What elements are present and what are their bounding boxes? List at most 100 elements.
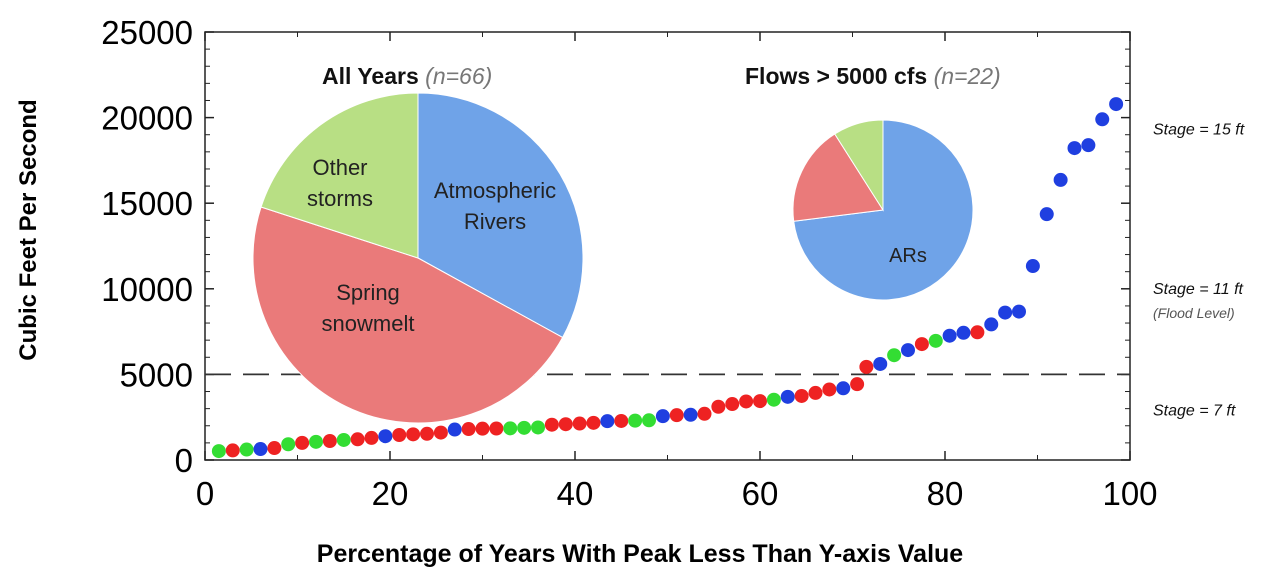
- pie-title-text: All Years: [322, 63, 425, 89]
- pie-slice-label: Atmospheric: [434, 178, 556, 203]
- data-point-ar: [1095, 112, 1110, 127]
- data-point-snow: [739, 394, 754, 409]
- data-point-other: [766, 392, 781, 407]
- data-point-snow: [295, 435, 310, 450]
- data-point-ar: [1053, 172, 1068, 187]
- pie-slice-label: Other: [312, 155, 367, 180]
- y-axis-label: Cubic Feet Per Second: [15, 99, 42, 360]
- stage-label: Stage = 7 ft: [1153, 402, 1236, 419]
- pie-slice-label: Spring: [336, 280, 400, 305]
- data-point-ar: [984, 317, 999, 332]
- data-point-snow: [572, 416, 587, 431]
- data-point-snow: [753, 394, 767, 409]
- data-point-snow: [420, 426, 434, 441]
- data-point-snow: [822, 382, 837, 397]
- data-point-snow: [489, 421, 504, 436]
- data-point-other: [517, 420, 532, 435]
- data-point-snow: [697, 406, 712, 421]
- data-point-ar: [901, 343, 915, 358]
- data-point-snow: [475, 421, 490, 436]
- data-points: [211, 97, 1124, 459]
- data-point-other: [503, 421, 518, 436]
- stage-label: Stage = 15 ft: [1153, 122, 1245, 139]
- y-tick-label: 15000: [101, 185, 193, 222]
- pie-insets: Atmospheric Rivers Spring snowmelt Other stor…: [252, 63, 1001, 424]
- stage-sublabel: (Flood Level): [1153, 305, 1235, 321]
- pie-title: All Years (n=66): [322, 63, 492, 89]
- data-point-ar: [447, 422, 462, 437]
- data-point-other: [642, 413, 656, 428]
- x-tick-label: 60: [742, 475, 779, 512]
- data-point-ar: [655, 409, 670, 424]
- pie-title-text: Flows > 5000 cfs: [745, 63, 934, 89]
- data-point-snow: [808, 385, 823, 400]
- data-point-ar: [956, 325, 971, 340]
- axes: 0 20 40 60 80 100 0 5000 10000 15000 20000 25000: [101, 14, 1157, 512]
- data-point-ar: [1109, 97, 1124, 112]
- data-point-snow: [267, 441, 282, 456]
- data-point-ar: [1025, 259, 1040, 274]
- data-point-ar: [998, 305, 1013, 320]
- stage-label: Stage = 11 ft: [1153, 281, 1244, 298]
- data-point-other: [239, 442, 254, 457]
- data-point-snow: [544, 417, 559, 432]
- pie-slice: [792, 133, 884, 222]
- data-point-ar: [600, 414, 615, 429]
- x-axis-label: Percentage of Years With Peak Less Than …: [317, 540, 963, 568]
- y-tick-label: 20000: [101, 100, 193, 137]
- x-tick-label: 0: [196, 475, 214, 512]
- data-point-snow: [711, 399, 726, 414]
- data-point-snow: [461, 422, 476, 437]
- data-point-snow: [322, 433, 337, 448]
- data-point-snow: [392, 428, 407, 443]
- data-point-snow: [725, 397, 740, 412]
- data-point-other: [336, 432, 351, 447]
- data-point-snow: [914, 337, 929, 352]
- data-point-ar: [1081, 138, 1096, 153]
- pie-slice: [834, 119, 884, 212]
- pie-title: Flows > 5000 cfs (n=22): [745, 63, 1001, 89]
- data-point-ar: [873, 356, 888, 371]
- pie-slice: [252, 206, 564, 424]
- pie-sample-size: (n=22): [934, 63, 1001, 89]
- data-point-snow: [586, 415, 601, 430]
- data-point-ar: [780, 389, 795, 404]
- data-point-other: [211, 444, 226, 459]
- y-tick-label: 10000: [101, 271, 193, 308]
- y-tick-label: 0: [175, 442, 193, 479]
- data-point-ar: [942, 328, 957, 343]
- pie-slice: [260, 92, 419, 259]
- data-point-ar: [378, 429, 393, 444]
- x-tick-label: 40: [557, 475, 594, 512]
- data-point-other: [628, 413, 643, 428]
- data-point-ar: [836, 381, 851, 396]
- data-point-ar: [683, 407, 698, 422]
- data-point-other: [281, 437, 296, 452]
- data-point-ar: [1039, 207, 1054, 222]
- pie-sample-size: (n=66): [425, 63, 492, 89]
- pie-slice-label: snowmelt: [322, 311, 415, 336]
- data-point-snow: [614, 413, 629, 428]
- y-tick-label: 5000: [120, 356, 193, 393]
- data-point-snow: [225, 443, 240, 458]
- data-point-ar: [1067, 141, 1082, 156]
- data-point-other: [309, 434, 323, 449]
- data-point-snow: [364, 430, 379, 445]
- data-point-snow: [794, 388, 809, 403]
- data-point-other: [928, 333, 943, 348]
- data-point-snow: [406, 427, 421, 442]
- x-tick-label: 20: [372, 475, 409, 512]
- x-tick-label: 100: [1102, 475, 1157, 512]
- data-point-snow: [850, 377, 865, 392]
- pie-slice-label: storms: [307, 186, 373, 211]
- stage-labels: Stage = 7 ft Stage = 11 ft (Flood Level) St…: [1153, 122, 1245, 420]
- data-point-other: [531, 420, 545, 435]
- data-point-snow: [558, 417, 573, 432]
- data-point-ar: [1012, 304, 1026, 319]
- data-point-snow: [669, 408, 684, 423]
- data-point-snow: [433, 425, 448, 440]
- data-point-snow: [350, 432, 365, 447]
- pie-slice: [417, 92, 584, 339]
- data-point-snow: [970, 325, 985, 340]
